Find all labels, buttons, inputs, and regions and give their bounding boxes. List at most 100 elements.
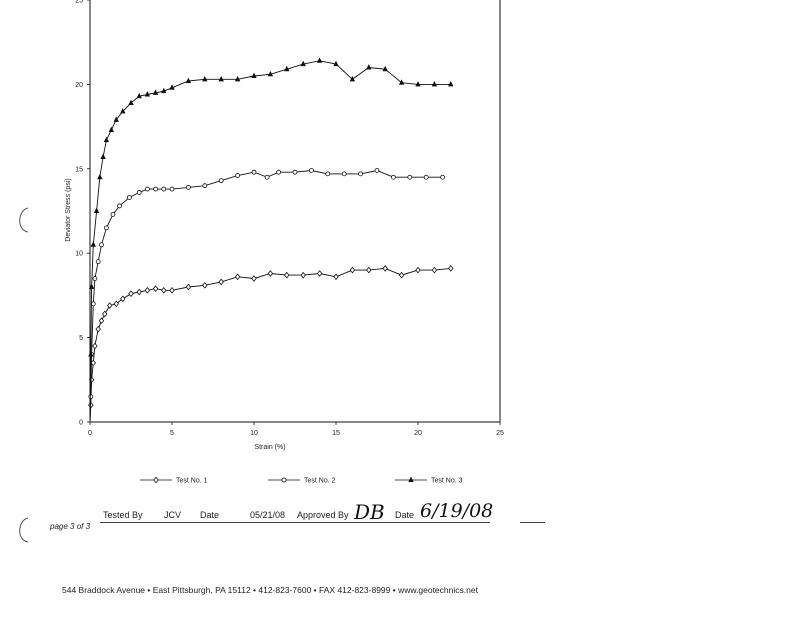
x-tick-label: 5 [170, 430, 174, 437]
data-point [440, 174, 446, 180]
data-point [169, 287, 175, 294]
data-point [95, 325, 101, 333]
page-label: page 3 of 3 [50, 522, 91, 531]
data-point [88, 283, 95, 289]
data-point [333, 273, 339, 281]
legend-label: Test No. 1 [176, 478, 208, 485]
series-line [89, 170, 443, 423]
y-tick-label: 15 [75, 166, 83, 173]
x-tick-label: 10 [250, 430, 258, 437]
series-test-1 [88, 265, 454, 423]
data-point [92, 276, 98, 281]
data-point [284, 65, 290, 72]
data-point [341, 171, 347, 177]
data-point [431, 81, 438, 87]
data-point [106, 302, 113, 309]
data-point [103, 136, 110, 143]
data-point [234, 75, 241, 82]
data-point [300, 60, 306, 67]
data-point [431, 266, 438, 274]
legend-marker [408, 476, 414, 483]
approved-by-label: Approved By [297, 510, 349, 520]
data-point [325, 171, 331, 177]
binder-hole-mark-bottom [19, 517, 29, 543]
data-point [100, 153, 106, 159]
data-point [136, 92, 142, 99]
data-point [161, 186, 167, 192]
data-point [423, 174, 429, 180]
tested-by-value: JCV [164, 510, 182, 520]
tested-by-label: Tested By [103, 510, 143, 520]
data-point [161, 87, 167, 94]
data-point [366, 64, 372, 70]
data-point [398, 79, 405, 85]
data-point [448, 81, 454, 87]
data-point [99, 242, 104, 248]
legend-entry-test-3: Test No. 3 [395, 476, 463, 485]
plot-area [89, 0, 501, 423]
data-point [92, 342, 98, 350]
data-point [153, 186, 159, 192]
data-point [120, 295, 126, 303]
x-tick-label: 0 [88, 430, 92, 437]
signature-underline [100, 522, 490, 523]
data-point [366, 266, 372, 274]
y-tick-label: 10 [75, 251, 83, 258]
data-point [152, 285, 159, 292]
data-point [218, 178, 224, 184]
date-label-approved: Date [395, 510, 415, 520]
y-tick-label: 25 [75, 0, 83, 5]
data-point [185, 184, 191, 190]
data-point [161, 287, 167, 294]
legend-marker [153, 476, 159, 484]
data-point [316, 270, 323, 277]
data-point [308, 168, 314, 173]
data-point [90, 301, 96, 307]
data-point [415, 266, 421, 274]
data-point [202, 183, 208, 189]
data-point [398, 271, 405, 279]
y-tick-label: 0 [79, 420, 83, 427]
data-point [185, 77, 192, 84]
data-point [120, 108, 126, 114]
data-point [126, 195, 132, 200]
series-test-2 [88, 168, 446, 423]
data-point [108, 126, 115, 132]
data-point [251, 275, 257, 282]
data-point [128, 290, 134, 298]
data-point [104, 225, 109, 231]
data-point [128, 99, 134, 105]
legend-entry-test-1: Test No. 1 [140, 476, 208, 485]
data-point [169, 84, 175, 90]
data-point [276, 169, 282, 175]
data-point [90, 241, 96, 247]
series-layer [88, 57, 454, 423]
data-point [349, 75, 356, 82]
data-point [113, 300, 119, 308]
data-point [88, 394, 94, 400]
data-point [218, 75, 224, 82]
data-point [117, 203, 122, 209]
data-point [382, 265, 388, 272]
data-point [292, 169, 298, 175]
data-point [284, 271, 290, 279]
data-point [267, 70, 274, 77]
data-point [407, 174, 413, 180]
data-point [88, 351, 94, 357]
y-tick-label: 5 [79, 335, 83, 342]
data-point [95, 259, 101, 265]
data-point [113, 116, 119, 122]
series-line [89, 267, 451, 423]
footer-address: 544 Braddock Avenue • East Pittsburgh, P… [62, 585, 478, 595]
data-point [382, 65, 388, 72]
axes: 0 5 10 15 20 25 0 5 10 15 20 25 Strain (%) Deviator S… [65, 0, 504, 451]
legend-label: Test No. 2 [304, 478, 336, 485]
data-point [415, 81, 421, 87]
data-point [136, 288, 142, 296]
data-point [98, 317, 105, 325]
data-point [93, 207, 100, 213]
data-point [333, 60, 339, 67]
series-line [89, 60, 451, 423]
data-point [358, 171, 364, 177]
data-point [144, 186, 150, 192]
